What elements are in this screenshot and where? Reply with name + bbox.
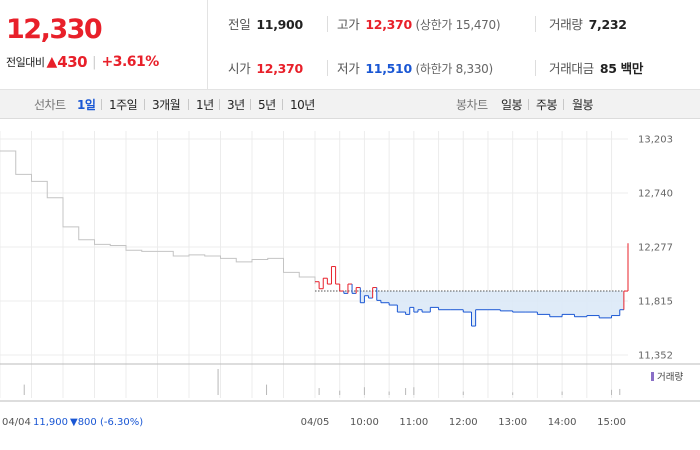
divider [535,16,536,32]
divider [563,99,564,110]
divider [327,16,328,32]
y-tick-label: 12,740 [638,189,673,200]
stat-high: 고가 12,370 (상한가 15,470) [337,14,501,33]
tab-weekly-candle[interactable]: 주봉 [536,98,558,112]
tab-1-day[interactable]: 1일 [77,98,96,112]
x-tick-label: 15:00 [597,417,626,428]
stat-low: 저가 11,510 (하한가 8,330) [337,58,493,77]
chart-grid [0,131,700,402]
divider [188,99,189,110]
price-chart: 13,203 12,740 12,277 11,815 11,352 04/05 10:0… [0,131,700,428]
price-lines [0,150,629,327]
volume-bar [413,387,415,395]
volume-legend-swatch [651,372,654,381]
footer-date: 04/04 [2,417,31,428]
volume-bar [388,391,390,395]
volume-bar [462,391,464,395]
volume-bars [23,369,621,395]
volume-bar [217,369,219,395]
tab-3-months[interactable]: 3개월 [152,98,181,112]
change-row: 전일대비 ▲ 430 | +3.61% [6,53,159,71]
stat-sub: (하한가 8,330) [415,62,494,76]
volume-bar [561,391,563,395]
stat-label: 시가 [228,61,251,76]
up-triangle-icon: ▲ [46,54,58,70]
divider [327,60,328,76]
change-amount: 430 [57,53,88,71]
stat-label: 거래대금 [549,61,594,76]
tab-3-years[interactable]: 3년 [227,98,245,112]
volume-bar [23,384,25,395]
change-label: 전일대비 [6,56,45,69]
divider [535,60,536,76]
divider [250,99,251,110]
footer-close: 11,900 [33,417,68,428]
volume-bar [266,384,268,395]
divider [101,99,102,110]
x-tick-label: 13:00 [498,417,527,428]
stat-sub: (상한가 15,470) [415,18,501,32]
volume-bar [318,388,320,395]
stat-value: 11,510 [365,61,412,76]
stat-label: 고가 [337,17,360,32]
tab-5-years[interactable]: 5년 [258,98,276,112]
prev-day-line [0,150,316,285]
x-tick-label: 14:00 [548,417,577,428]
stat-trade-value: 거래대금 85 백만 [549,58,643,77]
divider [219,99,220,110]
volume-bar [611,389,613,395]
current-price: 12,330 [6,14,103,45]
stat-value: 85 백만 [599,61,644,76]
tab-1-week[interactable]: 1주일 [109,98,138,112]
tab-10-years[interactable]: 10년 [290,98,315,112]
x-tick-label: 10:00 [350,417,379,428]
volume-bar [512,392,514,395]
tab-daily-candle[interactable]: 일봉 [501,98,523,112]
divider [528,99,529,110]
volume-bar [405,388,407,395]
stat-value: 11,900 [256,17,303,32]
stat-label: 거래량 [549,17,583,32]
y-tick-label: 11,352 [638,351,673,362]
volume-bar [619,388,621,395]
tab-monthly-candle[interactable]: 월봉 [572,98,594,112]
y-tick-label: 11,815 [638,296,673,307]
below-base-fill [315,291,628,327]
stat-label: 전일 [228,17,251,32]
x-tick-label: 04/05 [301,417,330,428]
current-price-box: 12,330 전일대비 ▲ 430 | +3.61% [0,0,208,90]
stat-open: 시가 12,370 [228,58,303,77]
stat-prev-close: 전일 11,900 [228,14,303,33]
y-tick-label: 13,203 [638,135,673,146]
y-tick-label: 12,277 [638,243,673,254]
tab-1-year[interactable]: 1년 [196,98,214,112]
stock-summary-panel: 12,330 전일대비 ▲ 430 | +3.61% 전일 11,900 고가 12… [0,0,700,90]
volume-bar [363,387,365,395]
x-axis-labels: 04/05 10:00 11:00 12:00 13:00 14:00 15:00 [301,417,626,428]
change-divider: | [92,54,97,70]
x-tick-label: 12:00 [449,417,478,428]
line-chart-label: 선차트 [34,98,66,112]
footer-change: ▼800 (-6.30%) [70,417,143,428]
volume-bar [339,390,341,395]
candle-chart-label: 봉차트 [456,98,488,112]
stat-value: 12,370 [365,17,412,32]
chart-period-tabs: 선차트 1일 1주일 3개월 1년 3년 5년 10년 봉차트 일봉 주봉 월봉 [0,90,700,119]
change-rate: +3.61% [101,54,159,70]
volume-legend-label: 거래량 [657,371,683,383]
below-base-area [315,291,628,327]
stat-label: 저가 [337,61,360,76]
stat-value: 12,370 [256,61,303,76]
x-tick-label: 11:00 [399,417,428,428]
stat-value: 7,232 [588,17,627,32]
stat-volume: 거래량 7,232 [549,14,627,33]
divider [282,99,283,110]
divider [144,99,145,110]
y-axis-labels: 13,203 12,740 12,277 11,815 11,352 [638,135,673,362]
